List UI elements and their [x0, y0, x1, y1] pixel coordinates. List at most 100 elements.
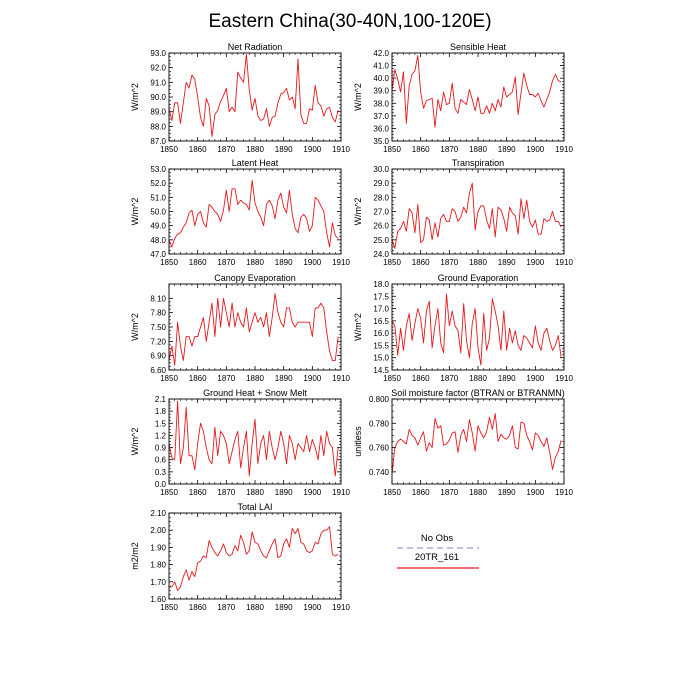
xtick-label-net-radiation: 1850: [160, 145, 178, 154]
xtick-label-latent-heat: 1880: [246, 258, 264, 267]
plot-frame-canopy-evaporation: [168, 283, 342, 371]
panel-transpiration: Transpiration W/m^2 24.0 25.0 26.0 27.0 28.0 29…: [353, 158, 573, 267]
xtick-label-total-lai: 1880: [246, 603, 264, 612]
xtick-label-canopy-evaporation: 1910: [332, 374, 350, 383]
xtick-label-canopy-evaporation: 1880: [246, 374, 264, 383]
ytick-label-net-radiation: 88.0: [150, 122, 166, 131]
xtick-label-transpiration: 1900: [526, 258, 544, 267]
xtick-label-sensible-heat: 1880: [469, 145, 487, 154]
ytick-label-canopy-evaporation: 7.80: [150, 309, 166, 318]
xtick-label-transpiration: 1870: [440, 258, 458, 267]
ytick-label-ground-evaporation: 16.5: [373, 317, 389, 326]
ytick-label-ground-evaporation: 15.5: [373, 341, 389, 350]
xtick-label-ground-heat-snow-melt: 1850: [160, 488, 178, 497]
legend: No Obs 20TR_161: [397, 533, 479, 569]
ytick-label-sensible-heat: 41.0: [373, 62, 389, 71]
panel-net-radiation: Net Radiation W/m^2 87.0 88.0 89.0 90.0 91.0 92…: [130, 42, 350, 154]
xtick-label-total-lai: 1850: [160, 603, 178, 612]
series-line-sensible-heat: [391, 55, 562, 128]
xtick-label-sensible-heat: 1900: [526, 145, 544, 154]
xtick-label-canopy-evaporation: 1850: [160, 374, 178, 383]
xtick-label-sensible-heat: 1860: [412, 145, 430, 154]
ytick-label-ground-heat-snow-melt: 1.2: [155, 431, 167, 440]
ytick-label-sensible-heat: 36.0: [373, 124, 389, 133]
panel-latent-heat: Latent Heat W/m^2 47.0 48.0 49.0 50.0 51.0 52.0…: [130, 158, 350, 267]
ytick-label-canopy-evaporation: 7.20: [150, 337, 166, 346]
ytick-label-soil-moisture-factor-btran-or-btranmn: 0.760: [369, 444, 390, 453]
xtick-label-ground-evaporation: 1910: [555, 374, 573, 383]
xtick-label-soil-moisture-factor-btran-or-btranmn: 1860: [412, 488, 430, 497]
xtick-label-ground-evaporation: 1860: [412, 374, 430, 383]
ytick-label-ground-evaporation: 17.5: [373, 292, 389, 301]
panel-title-soil-moisture-factor-btran-or-btranmn: Soil moisture factor (BTRAN or BTRANMN): [391, 388, 565, 398]
ytick-label-ground-heat-snow-melt: 0.6: [155, 456, 167, 465]
ylabel-transpiration: W/m^2: [353, 198, 363, 226]
ytick-label-total-lai: 1.70: [150, 578, 166, 587]
xtick-label-total-lai: 1900: [303, 603, 321, 612]
ytick-label-transpiration: 29.0: [373, 179, 389, 188]
xtick-label-transpiration: 1860: [412, 258, 430, 267]
xtick-label-sensible-heat: 1870: [440, 145, 458, 154]
ylabel-sensible-heat: W/m^2: [353, 83, 363, 111]
ytick-label-net-radiation: 93.0: [150, 49, 166, 58]
panels: Net Radiation W/m^2 87.0 88.0 89.0 90.0 91.0 92…: [130, 42, 573, 612]
panel-title-latent-heat: Latent Heat: [232, 158, 279, 168]
panel-soil-moisture-factor-btran-or-btranmn: Soil moisture factor (BTRAN or BTRANMN) u…: [353, 388, 573, 497]
panel-title-sensible-heat: Sensible Heat: [450, 42, 507, 52]
ytick-label-ground-evaporation: 16.0: [373, 329, 389, 338]
ytick-label-transpiration: 24.0: [373, 250, 389, 259]
ylabel-soil-moisture-factor-btran-or-btranmn: unitless: [353, 426, 363, 457]
series-line-canopy-evaporation: [168, 293, 339, 366]
ytick-label-ground-heat-snow-melt: 1.5: [155, 419, 167, 428]
series-line-ground-heat-snow-melt: [168, 400, 339, 477]
xtick-label-ground-heat-snow-melt: 1890: [275, 488, 293, 497]
ytick-label-ground-heat-snow-melt: 0.9: [155, 444, 167, 453]
ytick-label-latent-heat: 48.0: [150, 236, 166, 245]
plot-frame-sensible-heat: [391, 52, 565, 142]
ytick-label-ground-heat-snow-melt: 0.0: [155, 480, 167, 489]
ytick-label-net-radiation: 89.0: [150, 108, 166, 117]
ytick-label-total-lai: 1.60: [150, 595, 166, 604]
xtick-label-net-radiation: 1880: [246, 145, 264, 154]
xtick-label-latent-heat: 1910: [332, 258, 350, 267]
ylabel-canopy-evaporation: W/m^2: [130, 313, 140, 341]
ytick-label-latent-heat: 49.0: [150, 222, 166, 231]
ytick-label-sensible-heat: 38.0: [373, 99, 389, 108]
ytick-label-sensible-heat: 42.0: [373, 49, 389, 58]
ytick-label-sensible-heat: 35.0: [373, 137, 389, 146]
series-line-net-radiation: [168, 54, 339, 138]
ytick-label-transpiration: 28.0: [373, 193, 389, 202]
panel-total-lai: Total LAI m2/m2 1.60 1.70 1.80 1.90 2.00 2.10 18…: [130, 502, 350, 612]
ytick-label-transpiration: 27.0: [373, 208, 389, 217]
ytick-label-ground-heat-snow-melt: 0.3: [155, 468, 167, 477]
series-line-latent-heat: [168, 179, 339, 248]
ytick-label-total-lai: 1.90: [150, 543, 166, 552]
xtick-label-soil-moisture-factor-btran-or-btranmn: 1850: [383, 488, 401, 497]
plot-frame-ground-evaporation: [391, 283, 565, 371]
ytick-label-latent-heat: 47.0: [150, 250, 166, 259]
plot-frame-ground-heat-snow-melt: [168, 398, 342, 485]
xtick-label-ground-heat-snow-melt: 1900: [303, 488, 321, 497]
xtick-label-net-radiation: 1910: [332, 145, 350, 154]
xtick-label-transpiration: 1850: [383, 258, 401, 267]
xtick-label-latent-heat: 1900: [303, 258, 321, 267]
xtick-label-net-radiation: 1870: [217, 145, 235, 154]
ytick-label-soil-moisture-factor-btran-or-btranmn: 0.800: [369, 395, 390, 404]
ytick-label-latent-heat: 53.0: [150, 165, 166, 174]
ytick-label-ground-evaporation: 15.0: [373, 354, 389, 363]
xtick-label-soil-moisture-factor-btran-or-btranmn: 1890: [498, 488, 516, 497]
ytick-label-total-lai: 2.10: [150, 509, 166, 518]
xtick-label-ground-evaporation: 1880: [469, 374, 487, 383]
series-line-ground-evaporation: [391, 293, 562, 366]
xtick-label-net-radiation: 1860: [189, 145, 207, 154]
ytick-label-total-lai: 1.80: [150, 561, 166, 570]
ytick-label-transpiration: 30.0: [373, 165, 389, 174]
panel-title-total-lai: Total LAI: [237, 502, 272, 512]
xtick-label-ground-evaporation: 1850: [383, 374, 401, 383]
xtick-label-sensible-heat: 1850: [383, 145, 401, 154]
plot-frame-total-lai: [168, 512, 342, 600]
panel-ground-evaporation: Ground Evaporation W/m^2 14.5 15.0 15.5 16.0 1…: [353, 273, 573, 383]
ytick-label-soil-moisture-factor-btran-or-btranmn: 0.780: [369, 419, 390, 428]
xtick-label-net-radiation: 1890: [275, 145, 293, 154]
xtick-label-total-lai: 1870: [217, 603, 235, 612]
